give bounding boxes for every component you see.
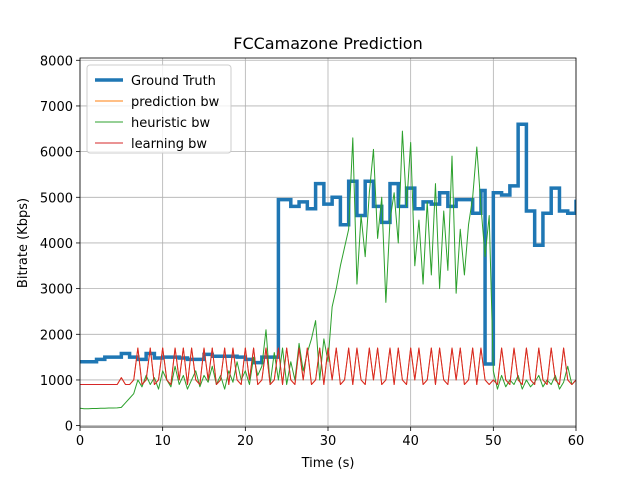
legend-label: learning bw [131, 137, 207, 152]
x-tick-label: 10 [154, 434, 171, 449]
y-tick-label: 4000 [40, 237, 73, 252]
y-tick-label: 1000 [40, 374, 73, 389]
series-line [80, 347, 576, 386]
x-tick-label: 0 [76, 434, 84, 449]
y-tick-label: 8000 [40, 54, 73, 69]
legend-box [86, 64, 232, 154]
y-tick-label: 2000 [40, 328, 73, 343]
y-tick-label: 0 [65, 420, 73, 435]
legend-label: prediction bw [131, 95, 220, 110]
y-tick-label: 3000 [40, 283, 73, 298]
x-tick-label: 20 [237, 434, 254, 449]
axes-frame [79, 57, 577, 428]
legend-label: heuristic bw [131, 116, 210, 131]
x-tick-label: 30 [320, 434, 337, 449]
x-axis-label: Time (s) [301, 456, 355, 471]
legend-label: Ground Truth [131, 74, 216, 89]
series-line [80, 130, 576, 410]
y-tick-label: 6000 [40, 146, 73, 161]
y-axis-label: Bitrate (Kbps) [16, 198, 31, 288]
x-tick-label: 40 [402, 434, 419, 449]
y-tick-label: 7000 [40, 100, 73, 115]
chart-title: FCCamazone Prediction [233, 34, 422, 53]
x-tick-label: 60 [568, 434, 585, 449]
y-tick-label: 5000 [40, 191, 73, 206]
x-tick-label: 50 [485, 434, 502, 449]
